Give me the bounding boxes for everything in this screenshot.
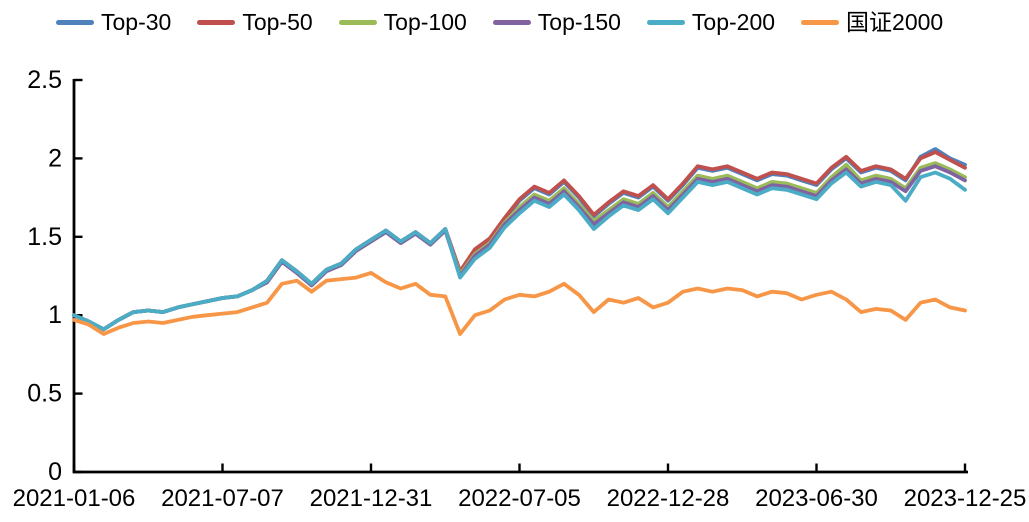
axis-frame [72,79,968,474]
y-tick-label: 1.5 [27,223,62,251]
legend-swatch-top-200 [646,20,685,25]
legend-item-top-50: Top-50 [197,9,313,36]
legend-label-top-50: Top-50 [242,9,313,35]
y-tick-label: 2 [48,144,62,172]
x-tick-label: 2021-07-07 [161,485,284,512]
series-line-top-200 [72,170,967,332]
chart-legend: Top-30 Top-50 Top-100 Top-150 Top-200 国证2000 [56,9,969,36]
y-tick-label: 2.5 [27,66,62,94]
legend-item-top-100: Top-100 [338,9,467,36]
y-tick-label: 0 [48,458,62,486]
y-tick-label: 1 [48,301,62,329]
x-tick-label: 2022-07-05 [458,485,581,512]
y-tick-label: 0.5 [27,380,62,408]
legend-item-gz-2000: 国证2000 [801,9,943,36]
x-tick-label: 2021-12-31 [310,485,433,512]
legend-item-top-200: Top-200 [646,9,776,36]
legend-item-top-30: Top-30 [56,9,171,36]
x-tick-label: 2023-06-30 [755,485,878,512]
x-tick-label: 2022-12-28 [607,485,730,512]
legend-label-top-150: Top-150 [537,9,621,35]
legend-item-top-150: Top-150 [492,9,621,36]
x-tick-label: 2023-12-25 [904,485,1027,512]
legend-swatch-top-100 [338,20,377,25]
legend-swatch-top-50 [197,20,236,25]
series-line-gz-2000 [72,270,967,336]
x-tick-label: 2021-01-06 [13,485,136,512]
legend-swatch-top-30 [56,20,94,25]
legend-swatch-gz-2000 [801,20,840,25]
legend-label-top-30: Top-30 [101,9,172,35]
series-line-top-100 [72,161,967,332]
series-line-top-150 [72,164,967,332]
legend-swatch-top-150 [492,20,531,25]
legend-label-top-100: Top-100 [383,9,467,35]
legend-label-top-200: Top-200 [691,9,776,35]
legend-label-gz-2000: 国证2000 [846,9,944,35]
